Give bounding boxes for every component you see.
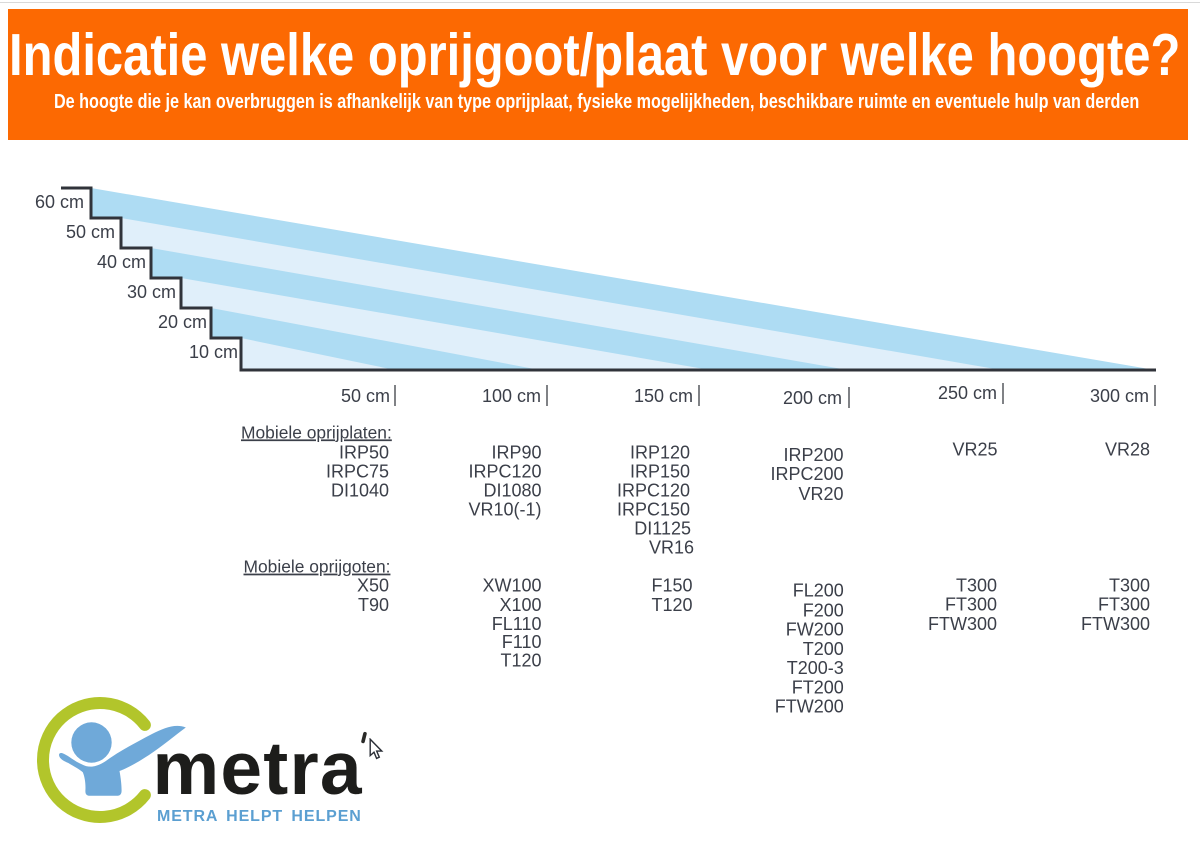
svg-text:250 cm: 250 cm bbox=[938, 383, 997, 403]
svg-text:IRPC200: IRPC200 bbox=[770, 464, 843, 484]
svg-text:T300: T300 bbox=[1109, 576, 1150, 596]
svg-text:IRP90: IRP90 bbox=[491, 443, 541, 463]
svg-text:50 cm: 50 cm bbox=[66, 222, 115, 242]
svg-text:X50: X50 bbox=[357, 576, 389, 596]
svg-text:X100: X100 bbox=[499, 595, 541, 615]
svg-text:IRP120: IRP120 bbox=[630, 443, 690, 463]
svg-text:FT200: FT200 bbox=[792, 678, 844, 698]
svg-text:60 cm: 60 cm bbox=[35, 192, 84, 212]
svg-text:FL200: FL200 bbox=[793, 581, 844, 601]
svg-text:50 cm: 50 cm bbox=[341, 386, 390, 406]
svg-text:FW200: FW200 bbox=[786, 620, 844, 640]
svg-text:VR25: VR25 bbox=[952, 440, 997, 460]
svg-text:150 cm: 150 cm bbox=[634, 386, 693, 406]
svg-text:IRP50: IRP50 bbox=[339, 443, 389, 463]
svg-text:F110: F110 bbox=[502, 632, 542, 652]
svg-text:300 cm: 300 cm bbox=[1090, 386, 1149, 406]
svg-text:Mobiele oprijplaten:: Mobiele oprijplaten: bbox=[241, 422, 392, 442]
svg-text:FTW300: FTW300 bbox=[928, 614, 997, 634]
svg-text:VR16: VR16 bbox=[649, 538, 694, 558]
svg-text:IRP150: IRP150 bbox=[630, 462, 690, 482]
svg-text:FT300: FT300 bbox=[945, 595, 997, 615]
svg-text:T90: T90 bbox=[358, 595, 389, 615]
svg-text:30 cm: 30 cm bbox=[127, 282, 176, 302]
svg-text:FTW300: FTW300 bbox=[1081, 614, 1150, 634]
svg-text:DI1040: DI1040 bbox=[331, 481, 389, 501]
svg-text:20 cm: 20 cm bbox=[158, 312, 207, 332]
svg-text:IRPC150: IRPC150 bbox=[617, 500, 690, 520]
svg-text:VR20: VR20 bbox=[798, 484, 843, 504]
svg-text:Mobiele oprijgoten:: Mobiele oprijgoten: bbox=[244, 557, 391, 577]
svg-text:IRPC120: IRPC120 bbox=[468, 462, 541, 482]
svg-text:IRP200: IRP200 bbox=[783, 445, 843, 465]
svg-text:IRPC75: IRPC75 bbox=[326, 462, 389, 482]
svg-text:T120: T120 bbox=[500, 651, 541, 671]
svg-text:10 cm: 10 cm bbox=[189, 342, 238, 362]
svg-text:DI1080: DI1080 bbox=[483, 481, 541, 501]
svg-text:IRPC120: IRPC120 bbox=[617, 481, 690, 501]
svg-text:200 cm: 200 cm bbox=[783, 388, 842, 408]
svg-text:FT300: FT300 bbox=[1098, 595, 1150, 615]
svg-text:VR10(-1): VR10(-1) bbox=[468, 500, 541, 520]
svg-text:T300: T300 bbox=[956, 576, 997, 596]
svg-text:F150: F150 bbox=[651, 576, 692, 596]
svg-text:40 cm: 40 cm bbox=[97, 252, 146, 272]
svg-text:VR28: VR28 bbox=[1105, 440, 1150, 460]
svg-text:T200: T200 bbox=[803, 639, 844, 659]
svg-text:FTW200: FTW200 bbox=[775, 697, 844, 717]
svg-text:DI1125: DI1125 bbox=[634, 519, 691, 539]
svg-text:FL110: FL110 bbox=[492, 614, 542, 634]
svg-text:T120: T120 bbox=[651, 595, 692, 615]
svg-text:F200: F200 bbox=[803, 601, 844, 621]
svg-text:100 cm: 100 cm bbox=[482, 386, 541, 406]
svg-text:T200-3: T200-3 bbox=[787, 658, 844, 678]
svg-text:XW100: XW100 bbox=[482, 576, 541, 596]
